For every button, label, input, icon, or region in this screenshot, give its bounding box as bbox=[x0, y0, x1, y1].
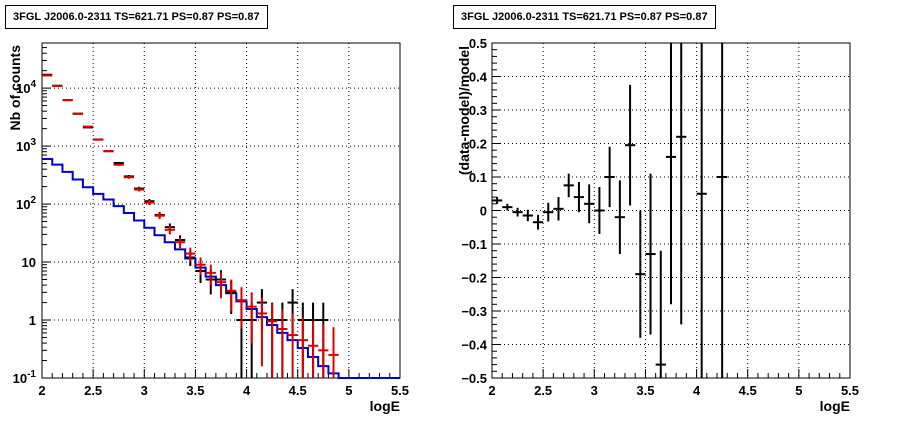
left-x-tick-label: 2.5 bbox=[84, 383, 102, 398]
right-x-tick-label: 2.5 bbox=[534, 383, 552, 398]
left-y-axis-title: Nb of counts bbox=[7, 45, 23, 131]
left-y-tick-label: 10 bbox=[22, 255, 36, 270]
right-panel-title: 3FGL J2006.0-2311 TS=621.71 PS=0.87 PS=0… bbox=[453, 5, 716, 29]
left-y-tick-label: 102 bbox=[16, 195, 36, 212]
right-x-tick-label: 4.5 bbox=[739, 383, 757, 398]
right-y-tick-label: 0.4 bbox=[469, 70, 488, 85]
left-x-tick-label: 2 bbox=[38, 383, 45, 398]
right-x-tick-label: 5 bbox=[795, 383, 802, 398]
right-y-tick-label: 0.3 bbox=[469, 103, 487, 118]
left-panel-title: 3FGL J2006.0-2311 TS=621.71 PS=0.87 PS=0… bbox=[5, 5, 268, 29]
right-y-tick-label: −0.2 bbox=[461, 271, 487, 286]
right-y-tick-label: 0.5 bbox=[469, 36, 487, 51]
right-y-tick-label: 0 bbox=[480, 204, 487, 219]
right-x-tick-label: 4 bbox=[693, 383, 701, 398]
left-y-tick-label: 103 bbox=[16, 137, 36, 154]
right-y-tick-label: 0.1 bbox=[469, 170, 487, 185]
right-y-tick-label: −0.4 bbox=[461, 338, 487, 353]
right-x-tick-label: 2 bbox=[488, 383, 495, 398]
right-y-tick-label: 0.2 bbox=[469, 137, 487, 152]
right-x-axis-title: logE bbox=[820, 398, 850, 414]
left-x-tick-label: 3.5 bbox=[186, 383, 204, 398]
right-x-tick-label: 5.5 bbox=[841, 383, 859, 398]
left-y-tick-label: 1 bbox=[29, 313, 36, 328]
left-x-tick-label: 4.5 bbox=[289, 383, 307, 398]
left-x-tick-label: 4 bbox=[243, 383, 251, 398]
right-y-tick-label: −0.5 bbox=[461, 371, 487, 386]
left-x-tick-label: 3 bbox=[141, 383, 148, 398]
right-y-tick-label: −0.3 bbox=[461, 304, 487, 319]
left-x-axis-title: logE bbox=[370, 398, 400, 414]
right-y-axis-title: (data-model)/model bbox=[456, 46, 472, 175]
left-y-tick-label: 10-1 bbox=[13, 369, 37, 386]
right-y-tick-label: −0.1 bbox=[461, 237, 487, 252]
right-x-tick-label: 3 bbox=[591, 383, 598, 398]
right-x-tick-label: 3.5 bbox=[636, 383, 654, 398]
left-x-tick-label: 5 bbox=[345, 383, 352, 398]
left-plot-frame bbox=[41, 42, 401, 379]
model-histogram-line bbox=[42, 157, 400, 379]
left-x-tick-label: 5.5 bbox=[391, 383, 409, 398]
